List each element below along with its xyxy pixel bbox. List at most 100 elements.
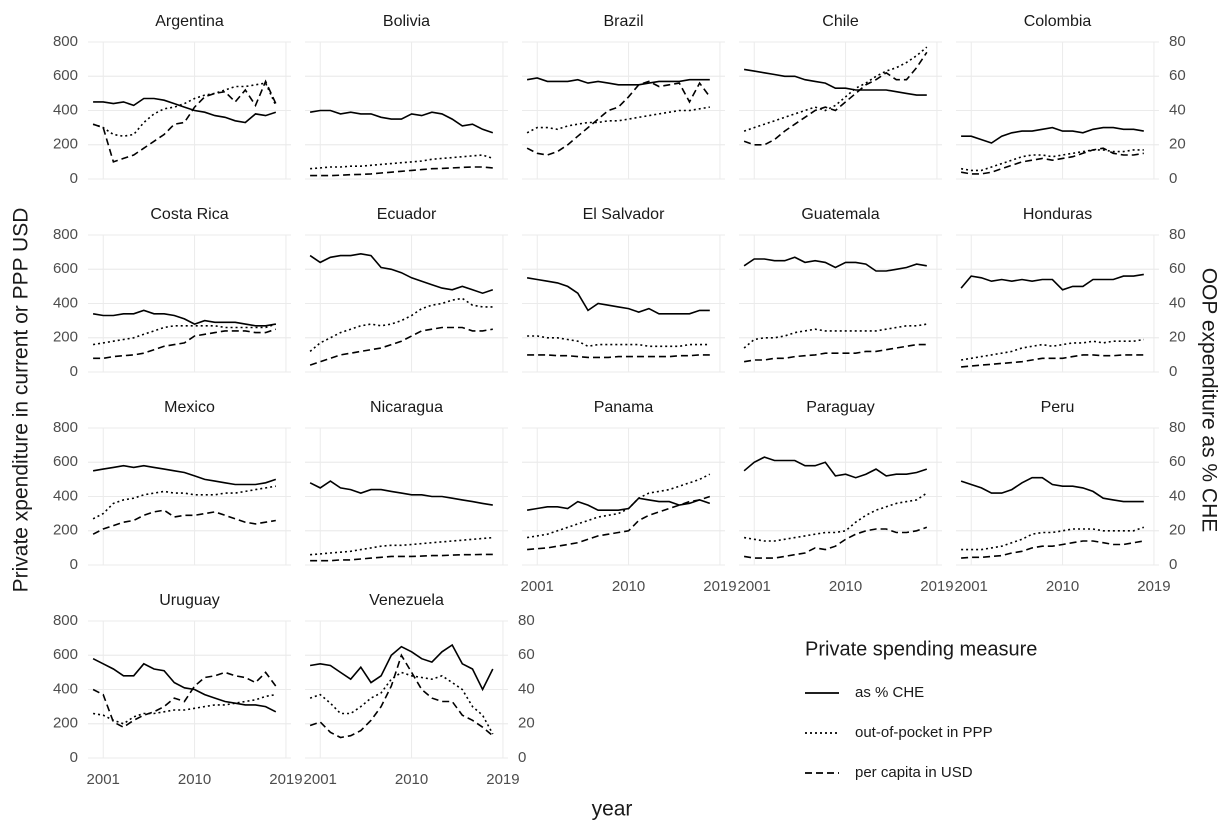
y-tick-label: 400 bbox=[53, 101, 78, 118]
y2-axis-title: OOP expenditure as % CHE bbox=[1197, 268, 1220, 533]
series-line bbox=[743, 492, 928, 542]
series-line bbox=[527, 335, 710, 348]
x-tick-label: 2010 bbox=[395, 771, 428, 788]
y2-tick-label: 40 bbox=[1169, 487, 1186, 504]
y2-tick-label: 40 bbox=[1169, 101, 1186, 118]
panel-title: Guatemala bbox=[801, 206, 879, 223]
series-line bbox=[92, 509, 276, 535]
series-line bbox=[92, 309, 276, 327]
x-axis-title: year bbox=[592, 798, 633, 821]
y2-tick-label: 20 bbox=[1169, 136, 1186, 153]
series-line bbox=[310, 536, 493, 556]
y-tick-label: 200 bbox=[53, 136, 78, 153]
panel-title: Argentina bbox=[155, 13, 224, 30]
panel-title: Uruguay bbox=[159, 592, 219, 609]
y2-tick-label: 60 bbox=[1169, 453, 1186, 470]
series-line bbox=[309, 671, 494, 735]
y-axis-title: Private xpenditure in current or PPP USD bbox=[10, 208, 33, 593]
y2-tick-label: 20 bbox=[518, 715, 535, 732]
series-line bbox=[527, 354, 710, 359]
panel-title: Colombia bbox=[1024, 13, 1092, 30]
series-line bbox=[309, 109, 494, 134]
x-tick-label: 2019 bbox=[703, 578, 736, 595]
series-line bbox=[92, 693, 276, 725]
series-line bbox=[960, 149, 1144, 172]
x-tick-label: 2010 bbox=[612, 578, 645, 595]
legend-label: out-of-pocket in PPP bbox=[855, 724, 993, 741]
series-line bbox=[309, 297, 493, 353]
series-line bbox=[309, 480, 493, 506]
x-tick-label: 2019 bbox=[920, 578, 953, 595]
y-tick-label: 600 bbox=[53, 453, 78, 470]
panel-title: Paraguay bbox=[806, 399, 875, 416]
series-line bbox=[743, 46, 928, 132]
y-tick-label: 200 bbox=[53, 329, 78, 346]
series-line bbox=[743, 256, 927, 272]
y-tick-label: 0 bbox=[70, 556, 78, 573]
legend-label: as % CHE bbox=[855, 684, 924, 701]
y2-tick-label: 80 bbox=[1169, 419, 1186, 436]
y-tick-label: 800 bbox=[53, 226, 78, 243]
series-line bbox=[526, 77, 710, 86]
panel-title: Panama bbox=[594, 399, 654, 416]
series-line bbox=[526, 473, 711, 539]
series-line bbox=[526, 497, 711, 511]
x-tick-label: 2010 bbox=[178, 771, 211, 788]
x-tick-label: 2019 bbox=[486, 771, 519, 788]
y-tick-label: 400 bbox=[53, 680, 78, 697]
y2-tick-label: 0 bbox=[1169, 170, 1177, 187]
y-tick-label: 600 bbox=[53, 260, 78, 277]
panel-title: Peru bbox=[1041, 399, 1075, 416]
y2-tick-label: 40 bbox=[518, 680, 535, 697]
series-line bbox=[309, 326, 493, 366]
series-line bbox=[743, 51, 928, 146]
y-tick-label: 200 bbox=[53, 522, 78, 539]
y-tick-label: 0 bbox=[70, 170, 78, 187]
y2-tick-label: 0 bbox=[1169, 363, 1177, 380]
panel-title: Mexico bbox=[164, 399, 215, 416]
y-tick-label: 600 bbox=[53, 646, 78, 663]
legend-title: Private spending measure bbox=[805, 638, 1037, 660]
series-line bbox=[92, 485, 276, 520]
panel-title: Nicaragua bbox=[370, 399, 443, 416]
panel-title: Bolivia bbox=[383, 13, 430, 30]
x-tick-label: 2019 bbox=[269, 771, 302, 788]
y-tick-label: 400 bbox=[53, 487, 78, 504]
y2-tick-label: 0 bbox=[1169, 556, 1177, 573]
series-line bbox=[961, 526, 1145, 551]
x-tick-label: 2001 bbox=[304, 771, 337, 788]
y-tick-label: 200 bbox=[53, 715, 78, 732]
series-line bbox=[92, 79, 277, 163]
x-tick-label: 2001 bbox=[87, 771, 120, 788]
panel-title: Ecuador bbox=[377, 206, 437, 223]
y-tick-label: 800 bbox=[53, 612, 78, 629]
series-line bbox=[961, 126, 1144, 144]
y2-tick-label: 60 bbox=[1169, 260, 1186, 277]
series-line bbox=[961, 540, 1144, 559]
series-line bbox=[309, 643, 494, 692]
y-tick-label: 400 bbox=[53, 294, 78, 311]
series-line bbox=[310, 553, 493, 562]
panel-title: El Salvador bbox=[583, 206, 665, 223]
x-tick-label: 2010 bbox=[1046, 578, 1079, 595]
x-tick-label: 2001 bbox=[955, 578, 988, 595]
panel-title: Brazil bbox=[603, 13, 643, 30]
y2-tick-label: 20 bbox=[1169, 522, 1186, 539]
series-line bbox=[961, 354, 1144, 368]
series-line bbox=[93, 328, 277, 360]
series-line bbox=[92, 323, 277, 346]
y-tick-label: 800 bbox=[53, 419, 78, 436]
series-line bbox=[92, 82, 277, 138]
y2-tick-label: 0 bbox=[518, 749, 526, 766]
series-line bbox=[526, 80, 711, 156]
y2-tick-label: 40 bbox=[1169, 294, 1186, 311]
x-tick-label: 2010 bbox=[829, 578, 862, 595]
series-line bbox=[92, 657, 277, 713]
series-line bbox=[960, 338, 1144, 361]
series-line bbox=[960, 273, 1144, 291]
y2-tick-label: 80 bbox=[1169, 226, 1186, 243]
panel-title: Venezuela bbox=[369, 592, 444, 609]
y2-tick-label: 80 bbox=[1169, 33, 1186, 50]
y2-tick-label: 60 bbox=[518, 646, 535, 663]
